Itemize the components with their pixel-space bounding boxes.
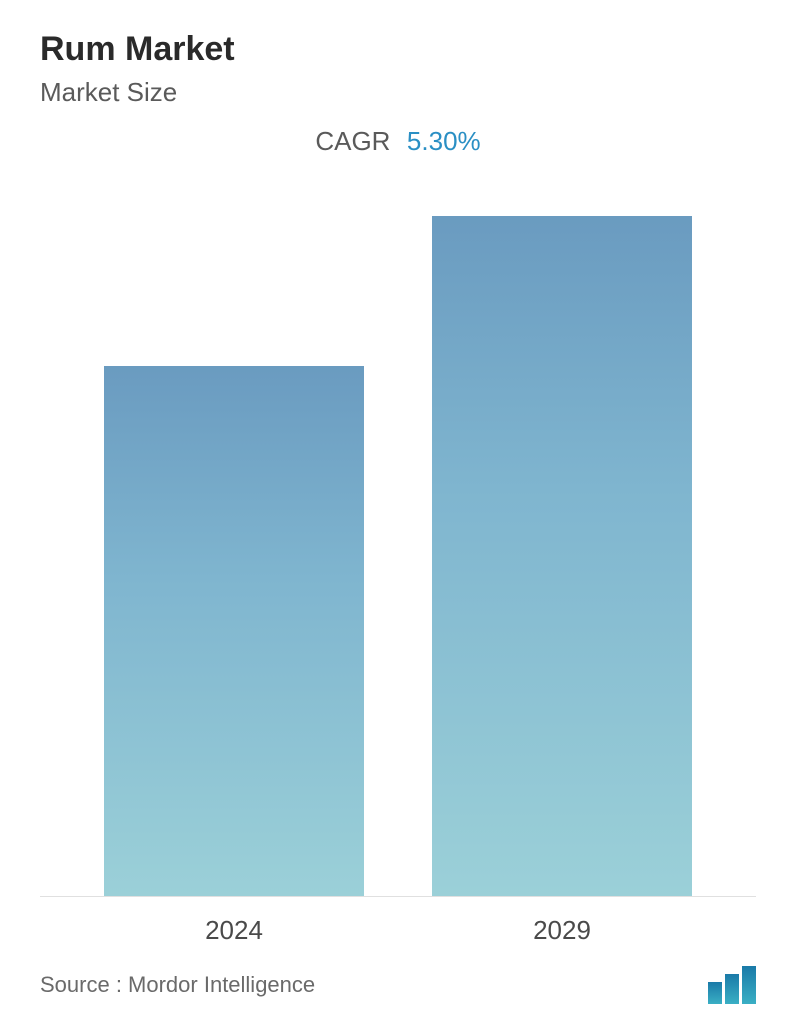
x-label-2029: 2029 [432, 915, 692, 946]
cagr-label: CAGR [315, 126, 390, 156]
x-label-2024: 2024 [104, 915, 364, 946]
cagr-value: 5.30% [407, 126, 481, 156]
bar-2029 [432, 216, 692, 896]
x-axis-labels: 2024 2029 [40, 897, 756, 946]
bar-2024 [104, 366, 364, 896]
logo-bar-1 [708, 982, 722, 1004]
mordor-logo-icon [708, 966, 756, 1004]
chart-subtitle: Market Size [40, 77, 756, 108]
cagr-row: CAGR 5.30% [40, 126, 756, 157]
chart-plot-area [40, 197, 756, 897]
chart-footer: Source : Mordor Intelligence [40, 966, 756, 1004]
logo-bar-3 [742, 966, 756, 1004]
chart-title: Rum Market [40, 30, 756, 69]
logo-bar-2 [725, 974, 739, 1004]
source-attribution: Source : Mordor Intelligence [40, 972, 315, 998]
